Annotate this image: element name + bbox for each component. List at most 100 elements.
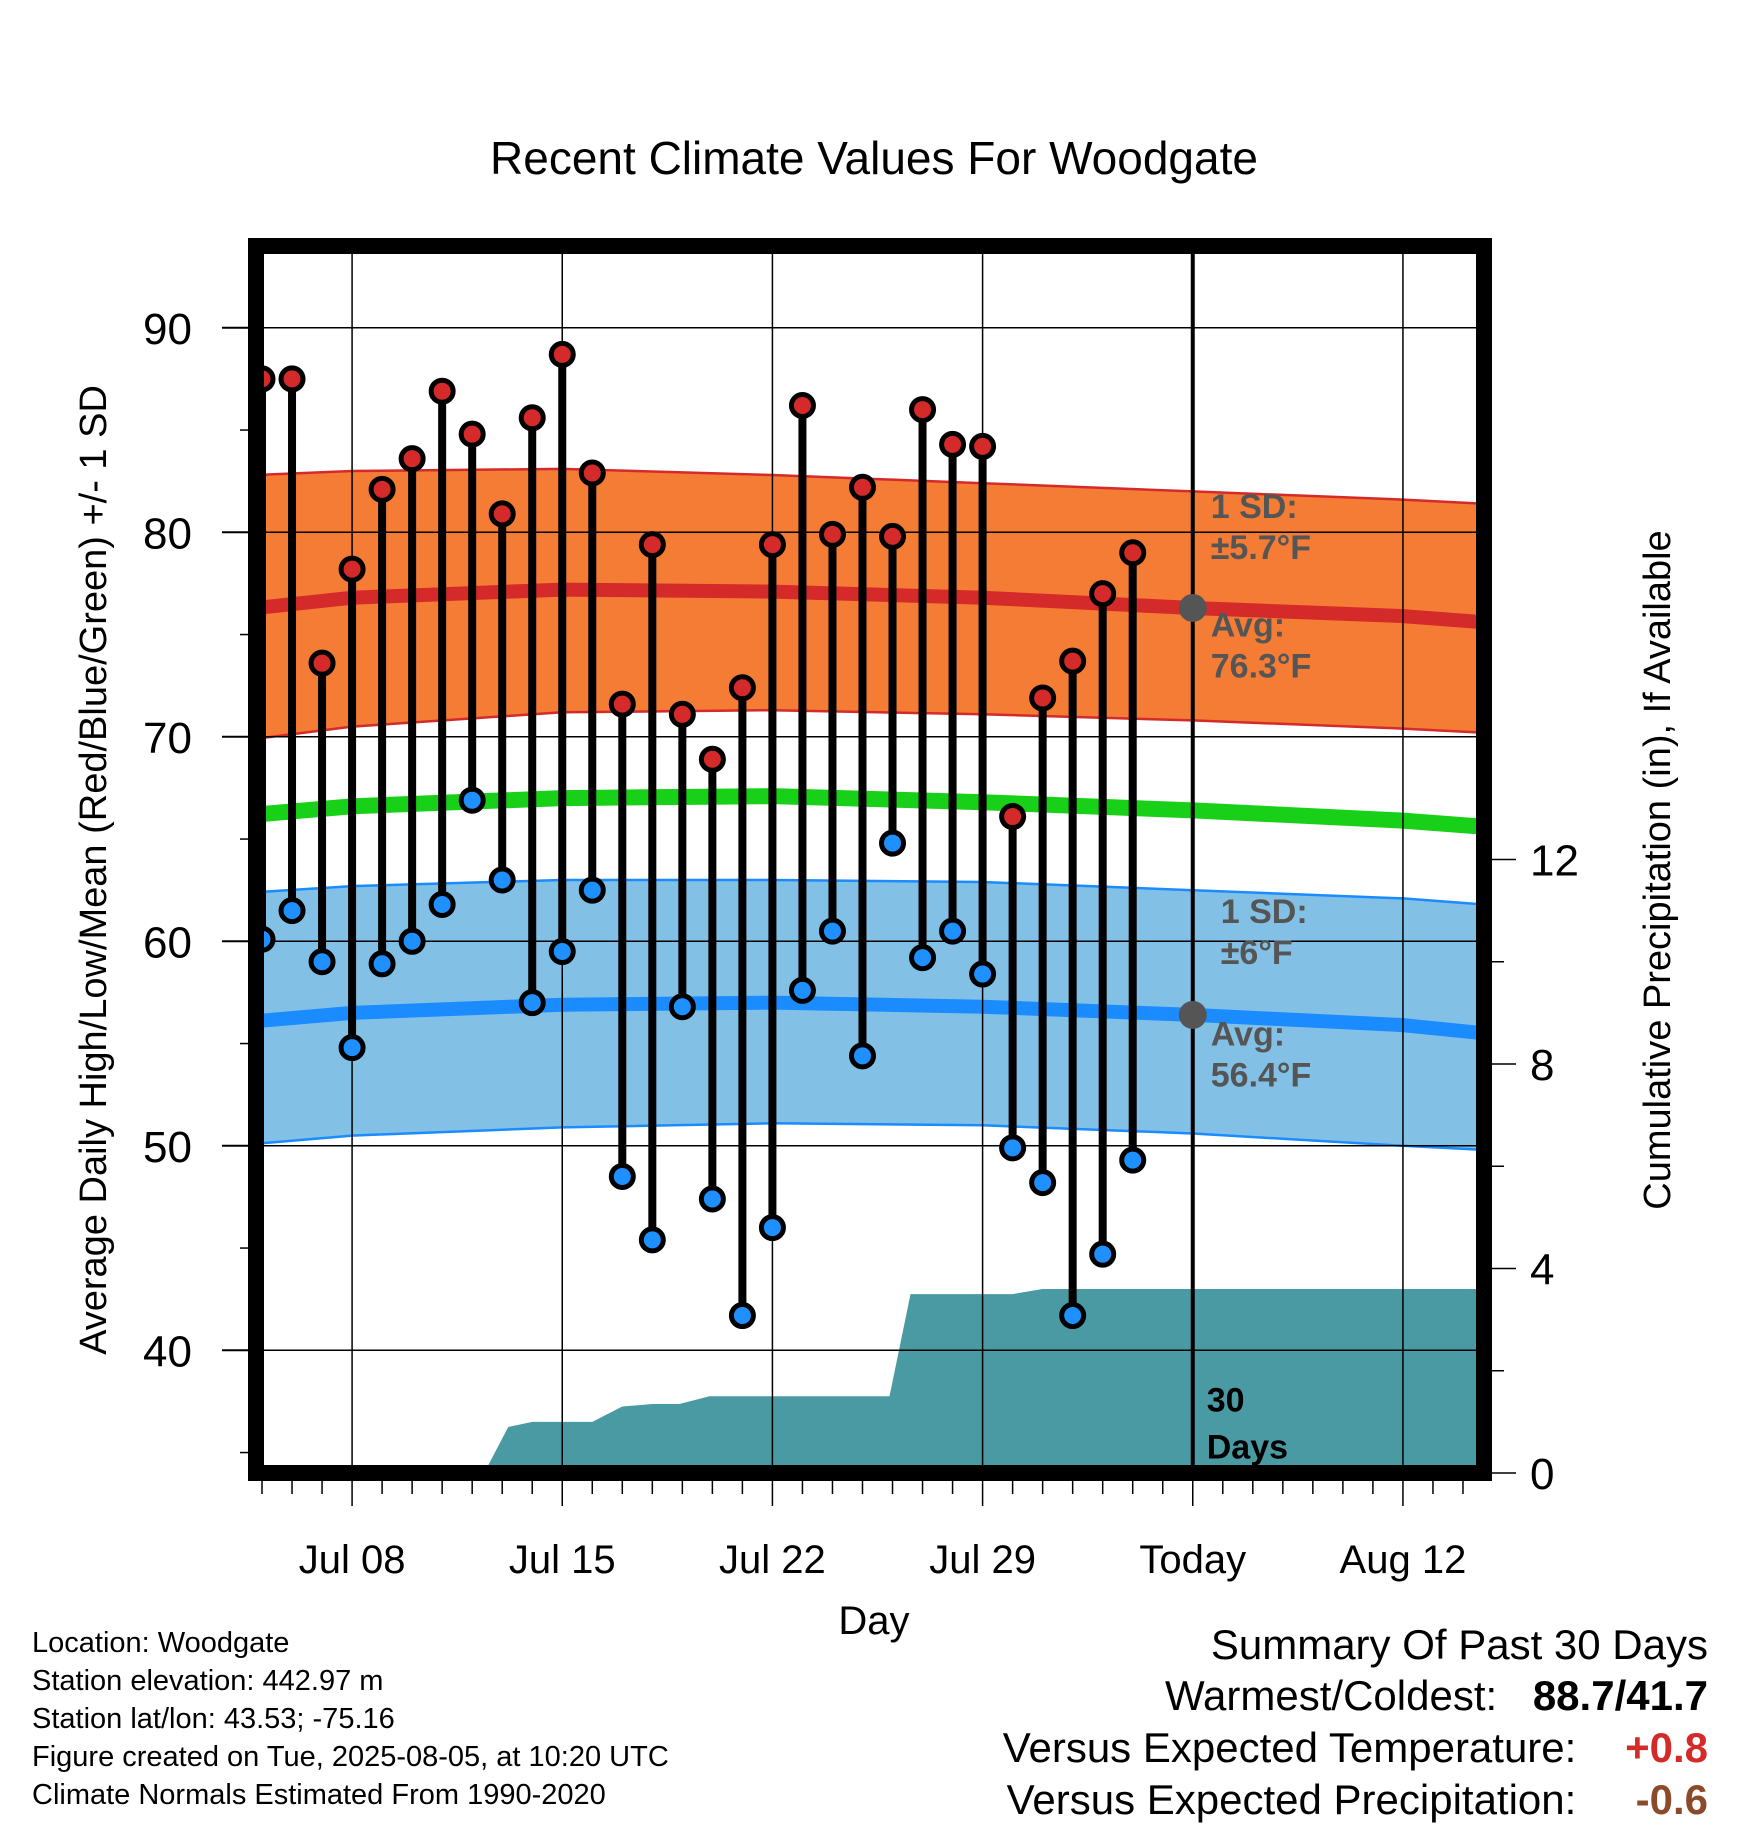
x-tick-label: Aug 12 [1340, 1538, 1467, 1582]
daily-high-point [848, 473, 876, 501]
daily-low-point [728, 1302, 756, 1330]
daily-low-point [909, 944, 937, 972]
y-axis-label: Average Daily High/Low/Mean (Red/Blue/Gr… [73, 385, 115, 1355]
daily-low-point [638, 1226, 666, 1254]
daily-high-point [428, 377, 456, 405]
daily-high-point [458, 420, 486, 448]
daily-low-point [338, 1034, 366, 1062]
high-sd-value: ±5.7°F [1211, 529, 1311, 567]
daily-high-point [1029, 684, 1057, 712]
low-avg-value: 56.4°F [1211, 1056, 1312, 1094]
daily-low-point [1119, 1146, 1147, 1174]
temp-label: Versus Expected Temperature: [1002, 1724, 1577, 1771]
daily-low-point [1059, 1302, 1087, 1330]
daily-low-point [818, 917, 846, 945]
y2-tick-label: 12 [1530, 837, 1579, 886]
daily-high-point [308, 649, 336, 677]
y-tick-label: 90 [143, 305, 192, 354]
daily-low-point [758, 1214, 786, 1242]
daily-high-point [1119, 539, 1147, 567]
x-tick-label: Jul 08 [299, 1538, 406, 1582]
daily-low-point [848, 1042, 876, 1070]
summary-panel: Summary Of Past 30 Days Warmest/Coldest:… [1003, 1620, 1708, 1826]
daily-high-point [1089, 580, 1117, 608]
daily-high-point [518, 404, 546, 432]
y-tick-label: 80 [143, 509, 192, 558]
daily-high-point [1059, 647, 1087, 675]
daily-low-point [879, 829, 907, 857]
low-avg-label: Avg: [1211, 1016, 1285, 1054]
x-tick-label: Jul 29 [929, 1538, 1036, 1582]
low-sd-label: 1 SD: [1221, 893, 1308, 931]
chart-title: Recent Climate Values For Woodgate [490, 132, 1258, 184]
daily-high-point [788, 392, 816, 420]
daily-high-point [969, 432, 997, 460]
daily-low-point [488, 866, 516, 894]
daily-low-point [969, 960, 997, 988]
daily-high-point [728, 674, 756, 702]
daily-low-point [368, 950, 396, 978]
daily-low-point [1089, 1240, 1117, 1268]
daily-high-point [668, 700, 696, 728]
y2-tick-label: 8 [1530, 1041, 1554, 1090]
normal-high-sd-upper-line [256, 467, 1484, 505]
daily-low-point [698, 1185, 726, 1213]
window-days-number: 30 [1207, 1382, 1245, 1420]
normals-text: Climate Normals Estimated From 1990-2020 [32, 1779, 606, 1811]
y-tick-label: 60 [143, 918, 192, 967]
x-axis-label: Day [838, 1599, 909, 1643]
normal-low-line [256, 995, 1484, 1041]
daily-high-point [818, 520, 846, 548]
daily-low-point [428, 890, 456, 918]
daily-low-point [518, 989, 546, 1017]
daily-high-point [638, 531, 666, 559]
daily-high-point [608, 690, 636, 718]
normal-low-sd-upper-line [256, 878, 1484, 906]
today-normal-high-marker [1178, 593, 1207, 622]
normal-high-line [256, 582, 1484, 630]
daily-high-point [578, 459, 606, 487]
cumulative-precip-area [256, 1289, 1484, 1473]
y2-tick-label: 4 [1530, 1246, 1554, 1295]
daily-high-point [758, 531, 786, 559]
daily-low-point [999, 1134, 1027, 1162]
y-tick-label: 50 [143, 1123, 192, 1172]
daily-low-point [608, 1162, 636, 1190]
daily-low-point [1029, 1169, 1057, 1197]
daily-high-point [398, 445, 426, 473]
x-tick-label: Jul 22 [719, 1538, 826, 1582]
daily-high-point [698, 745, 726, 773]
daily-high-point [548, 340, 576, 368]
station-info: Location: Woodgate Station elevation: 44… [32, 1624, 669, 1814]
precip-label: Versus Expected Precipitation: [1006, 1776, 1577, 1823]
y2-tick-label: 0 [1530, 1450, 1554, 1499]
daily-high-point [278, 365, 306, 393]
daily-low-point [458, 786, 486, 814]
created-text: Figure created on Tue, 2025-08-05, at 10… [32, 1741, 669, 1773]
daily-low-point [788, 976, 816, 1004]
latlon-text: Station lat/lon: 43.53; -75.16 [32, 1703, 395, 1735]
daily-high-point [879, 522, 907, 550]
window-days-label: Days [1207, 1429, 1288, 1467]
y-tick-label: 40 [143, 1327, 192, 1376]
x-tick-label: Today [1139, 1538, 1246, 1582]
high-avg-value: 76.3°F [1211, 647, 1312, 685]
daily-high-point [338, 555, 366, 583]
warmest-label: Warmest/Coldest: [1164, 1672, 1498, 1719]
warmest-value: 88.7/41.7 [1532, 1672, 1708, 1719]
daily-low-point [548, 938, 576, 966]
daily-low-point [278, 897, 306, 925]
warmest-row: Warmest/Coldest: 88.7/41.7 [1003, 1670, 1708, 1722]
summary-heading: Summary Of Past 30 Days [1210, 1621, 1708, 1668]
y-tick-label: 70 [143, 714, 192, 763]
x-tick-label: Jul 15 [509, 1538, 616, 1582]
normal-mean-line [256, 788, 1484, 835]
today-normal-low-marker [1178, 1000, 1207, 1029]
daily-high-point [488, 500, 516, 528]
normal-high-sd-lower-line [256, 708, 1484, 741]
daily-high-point [999, 803, 1027, 831]
temp-row: Versus Expected Temperature: +0.8 [1003, 1722, 1708, 1774]
precip-value: -0.6 [1635, 1776, 1708, 1823]
